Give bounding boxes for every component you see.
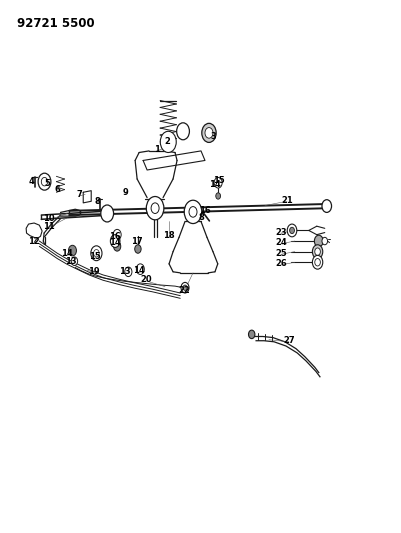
- Text: 23: 23: [274, 228, 286, 237]
- Circle shape: [134, 245, 141, 253]
- Text: 14: 14: [61, 249, 73, 259]
- Circle shape: [188, 207, 196, 217]
- Text: 26: 26: [274, 260, 286, 268]
- Text: 4: 4: [28, 177, 34, 186]
- Text: 9: 9: [122, 188, 128, 197]
- Circle shape: [184, 200, 201, 223]
- Text: 92721 5500: 92721 5500: [17, 17, 95, 30]
- Text: 14: 14: [133, 266, 145, 275]
- Circle shape: [101, 205, 113, 222]
- Circle shape: [205, 127, 213, 138]
- Circle shape: [201, 123, 216, 142]
- Circle shape: [93, 249, 99, 257]
- Circle shape: [146, 197, 164, 220]
- Text: 10: 10: [43, 214, 55, 223]
- Text: 3: 3: [210, 132, 215, 141]
- Circle shape: [136, 264, 144, 274]
- Circle shape: [71, 257, 77, 265]
- Circle shape: [113, 229, 121, 240]
- Circle shape: [151, 203, 159, 214]
- Text: 18: 18: [163, 231, 174, 240]
- Circle shape: [214, 177, 222, 188]
- Circle shape: [312, 245, 322, 259]
- Text: 27: 27: [282, 336, 294, 345]
- Text: 14: 14: [209, 180, 220, 189]
- Circle shape: [287, 224, 296, 237]
- Circle shape: [321, 237, 327, 245]
- Circle shape: [312, 255, 322, 269]
- Text: 1: 1: [154, 146, 160, 155]
- Text: 8: 8: [198, 213, 203, 222]
- Circle shape: [176, 123, 189, 140]
- Text: 11: 11: [43, 222, 55, 231]
- Text: 8: 8: [94, 197, 100, 206]
- Circle shape: [113, 241, 120, 251]
- Circle shape: [160, 131, 176, 152]
- Circle shape: [38, 173, 51, 190]
- Text: 7: 7: [76, 190, 82, 199]
- Text: 17: 17: [131, 237, 143, 246]
- Circle shape: [248, 330, 254, 338]
- Text: 19: 19: [88, 268, 99, 276]
- Circle shape: [215, 193, 220, 199]
- Circle shape: [110, 235, 119, 247]
- Text: 6: 6: [54, 185, 60, 194]
- Circle shape: [321, 200, 331, 213]
- Circle shape: [180, 282, 188, 293]
- Circle shape: [314, 235, 322, 247]
- Text: 21: 21: [280, 196, 292, 205]
- Text: 13: 13: [65, 257, 77, 265]
- Text: 22: 22: [178, 286, 190, 295]
- Text: 2: 2: [164, 138, 170, 147]
- Text: 12: 12: [28, 237, 40, 246]
- Circle shape: [91, 246, 102, 261]
- Text: 15: 15: [89, 252, 101, 261]
- Circle shape: [314, 259, 320, 266]
- Text: 20: 20: [140, 275, 151, 284]
- Text: 24: 24: [274, 238, 286, 247]
- Circle shape: [68, 245, 76, 256]
- Text: 5: 5: [44, 179, 50, 188]
- Circle shape: [182, 285, 186, 290]
- Text: 13: 13: [119, 268, 131, 276]
- Text: 16: 16: [109, 232, 121, 241]
- Circle shape: [41, 177, 48, 186]
- Text: 14: 14: [109, 238, 121, 247]
- Circle shape: [124, 267, 132, 277]
- Text: 15: 15: [213, 175, 224, 184]
- Text: 25: 25: [274, 249, 286, 258]
- Text: 16: 16: [198, 206, 211, 215]
- Circle shape: [289, 227, 294, 233]
- Circle shape: [314, 248, 320, 255]
